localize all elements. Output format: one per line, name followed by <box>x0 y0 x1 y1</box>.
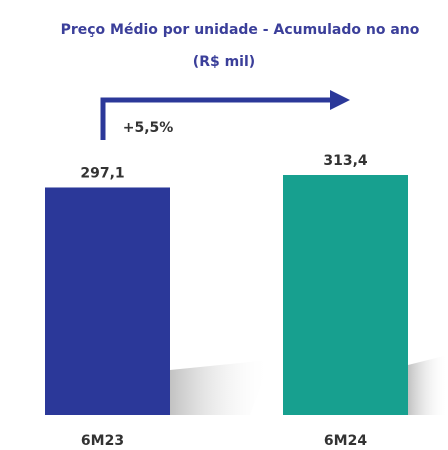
bar <box>45 187 170 415</box>
shadow <box>408 355 448 415</box>
annotation: +5,5% <box>123 120 174 136</box>
chart-subtitle: (R$ mil) <box>193 54 255 70</box>
value-label: 297,1 <box>80 165 124 181</box>
value-label: 313,4 <box>323 153 368 169</box>
chart-title: Preço Médio por unidade - Acumulado no a… <box>61 22 420 38</box>
bar <box>283 175 408 415</box>
shadow <box>170 360 270 415</box>
x-tick-label: 6M24 <box>324 433 367 449</box>
arrow <box>100 97 332 140</box>
x-tick-label: 6M23 <box>81 433 124 449</box>
arrow-head <box>330 90 350 110</box>
